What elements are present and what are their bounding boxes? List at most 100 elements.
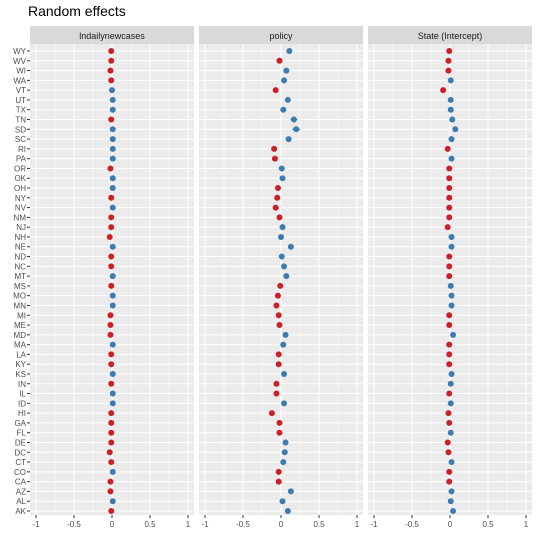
data-point xyxy=(445,449,452,456)
data-point xyxy=(446,478,453,485)
y-tick-label: WA xyxy=(13,76,26,85)
panel-strip-label: policy xyxy=(269,31,293,41)
data-point xyxy=(447,106,454,113)
data-point xyxy=(446,263,453,270)
data-point xyxy=(271,155,278,162)
x-tick-label: 0.5 xyxy=(482,520,494,529)
data-point xyxy=(278,233,284,240)
data-point xyxy=(447,380,454,387)
y-tick-label: NV xyxy=(15,204,27,213)
data-point xyxy=(447,429,454,436)
data-point xyxy=(446,390,453,397)
y-tick-label: TX xyxy=(16,106,27,115)
data-point xyxy=(448,302,455,309)
x-tick-label: 1 xyxy=(186,520,191,529)
data-point xyxy=(447,400,454,407)
data-point xyxy=(108,57,115,64)
y-tick-label: NM xyxy=(14,213,27,222)
data-point xyxy=(273,380,280,387)
y-tick-label: AL xyxy=(16,497,26,506)
data-point xyxy=(106,449,113,456)
y-tick-label: MO xyxy=(13,292,26,301)
data-point xyxy=(448,155,455,162)
data-point xyxy=(109,468,116,475)
data-point xyxy=(109,498,116,505)
data-point xyxy=(109,155,116,162)
data-point xyxy=(447,282,454,289)
data-point xyxy=(108,419,115,426)
data-point xyxy=(284,96,291,103)
data-point xyxy=(276,419,283,426)
data-point xyxy=(448,370,455,377)
data-point xyxy=(446,312,453,319)
data-point xyxy=(446,175,453,182)
data-point xyxy=(276,57,283,64)
y-tick-label: NH xyxy=(14,233,26,242)
y-tick-label: OR xyxy=(14,164,26,173)
data-point xyxy=(109,106,116,113)
y-tick-label: PA xyxy=(16,155,27,164)
data-point xyxy=(279,175,286,182)
data-point xyxy=(108,459,115,466)
data-point xyxy=(108,508,115,514)
y-tick-label: AZ xyxy=(16,487,26,496)
data-point xyxy=(108,410,115,417)
data-point xyxy=(276,429,283,436)
data-point xyxy=(109,243,116,250)
data-point xyxy=(107,312,114,319)
data-point xyxy=(272,87,279,94)
data-point xyxy=(108,263,115,270)
data-point xyxy=(109,175,116,182)
data-point xyxy=(446,165,453,172)
data-point xyxy=(109,390,116,397)
data-point xyxy=(276,214,283,221)
y-tick-label: TN xyxy=(15,116,26,125)
data-point xyxy=(109,185,116,192)
data-point xyxy=(281,77,288,84)
data-point xyxy=(287,488,294,495)
data-point xyxy=(107,165,114,172)
y-tick-label: WY xyxy=(13,47,27,56)
y-tick-label: WV xyxy=(13,57,27,66)
data-point xyxy=(446,361,453,368)
chart-title: Random effects xyxy=(28,3,126,19)
y-tick-label: KY xyxy=(15,360,26,369)
y-tick-label: MD xyxy=(14,331,27,340)
data-point xyxy=(277,282,284,289)
x-tick-label: 1 xyxy=(524,520,529,529)
x-tick-label: -1 xyxy=(370,520,378,529)
data-point xyxy=(271,145,278,152)
y-tick-label: UT xyxy=(15,96,26,105)
data-point xyxy=(107,331,114,338)
y-tick-label: NC xyxy=(14,262,26,271)
data-point xyxy=(108,48,115,54)
data-point xyxy=(275,351,282,358)
data-point xyxy=(286,48,293,54)
y-tick-label: OH xyxy=(14,184,26,193)
panel-strip-label: State (Intercept) xyxy=(418,31,483,41)
data-point xyxy=(448,488,455,495)
y-tick-label: CT xyxy=(15,458,26,467)
y-tick-label: CO xyxy=(14,468,26,477)
data-point xyxy=(447,498,454,505)
data-point xyxy=(452,126,459,133)
y-tick-label: AK xyxy=(15,507,26,516)
data-point xyxy=(287,243,294,250)
data-point xyxy=(283,67,290,74)
data-point xyxy=(446,322,453,329)
data-point xyxy=(106,233,113,240)
data-point xyxy=(280,106,287,113)
data-point xyxy=(446,214,453,221)
data-point xyxy=(446,351,453,358)
data-point xyxy=(446,185,453,192)
y-tick-label: IN xyxy=(18,380,26,389)
data-point xyxy=(109,136,116,143)
panel-strip xyxy=(368,26,532,44)
x-tick-label: 0.5 xyxy=(144,520,156,529)
x-tick-label: 1 xyxy=(355,520,360,529)
y-tick-label: CA xyxy=(15,478,27,487)
data-point xyxy=(108,429,115,436)
y-tick-label: MI xyxy=(17,311,26,320)
data-point xyxy=(275,468,282,475)
